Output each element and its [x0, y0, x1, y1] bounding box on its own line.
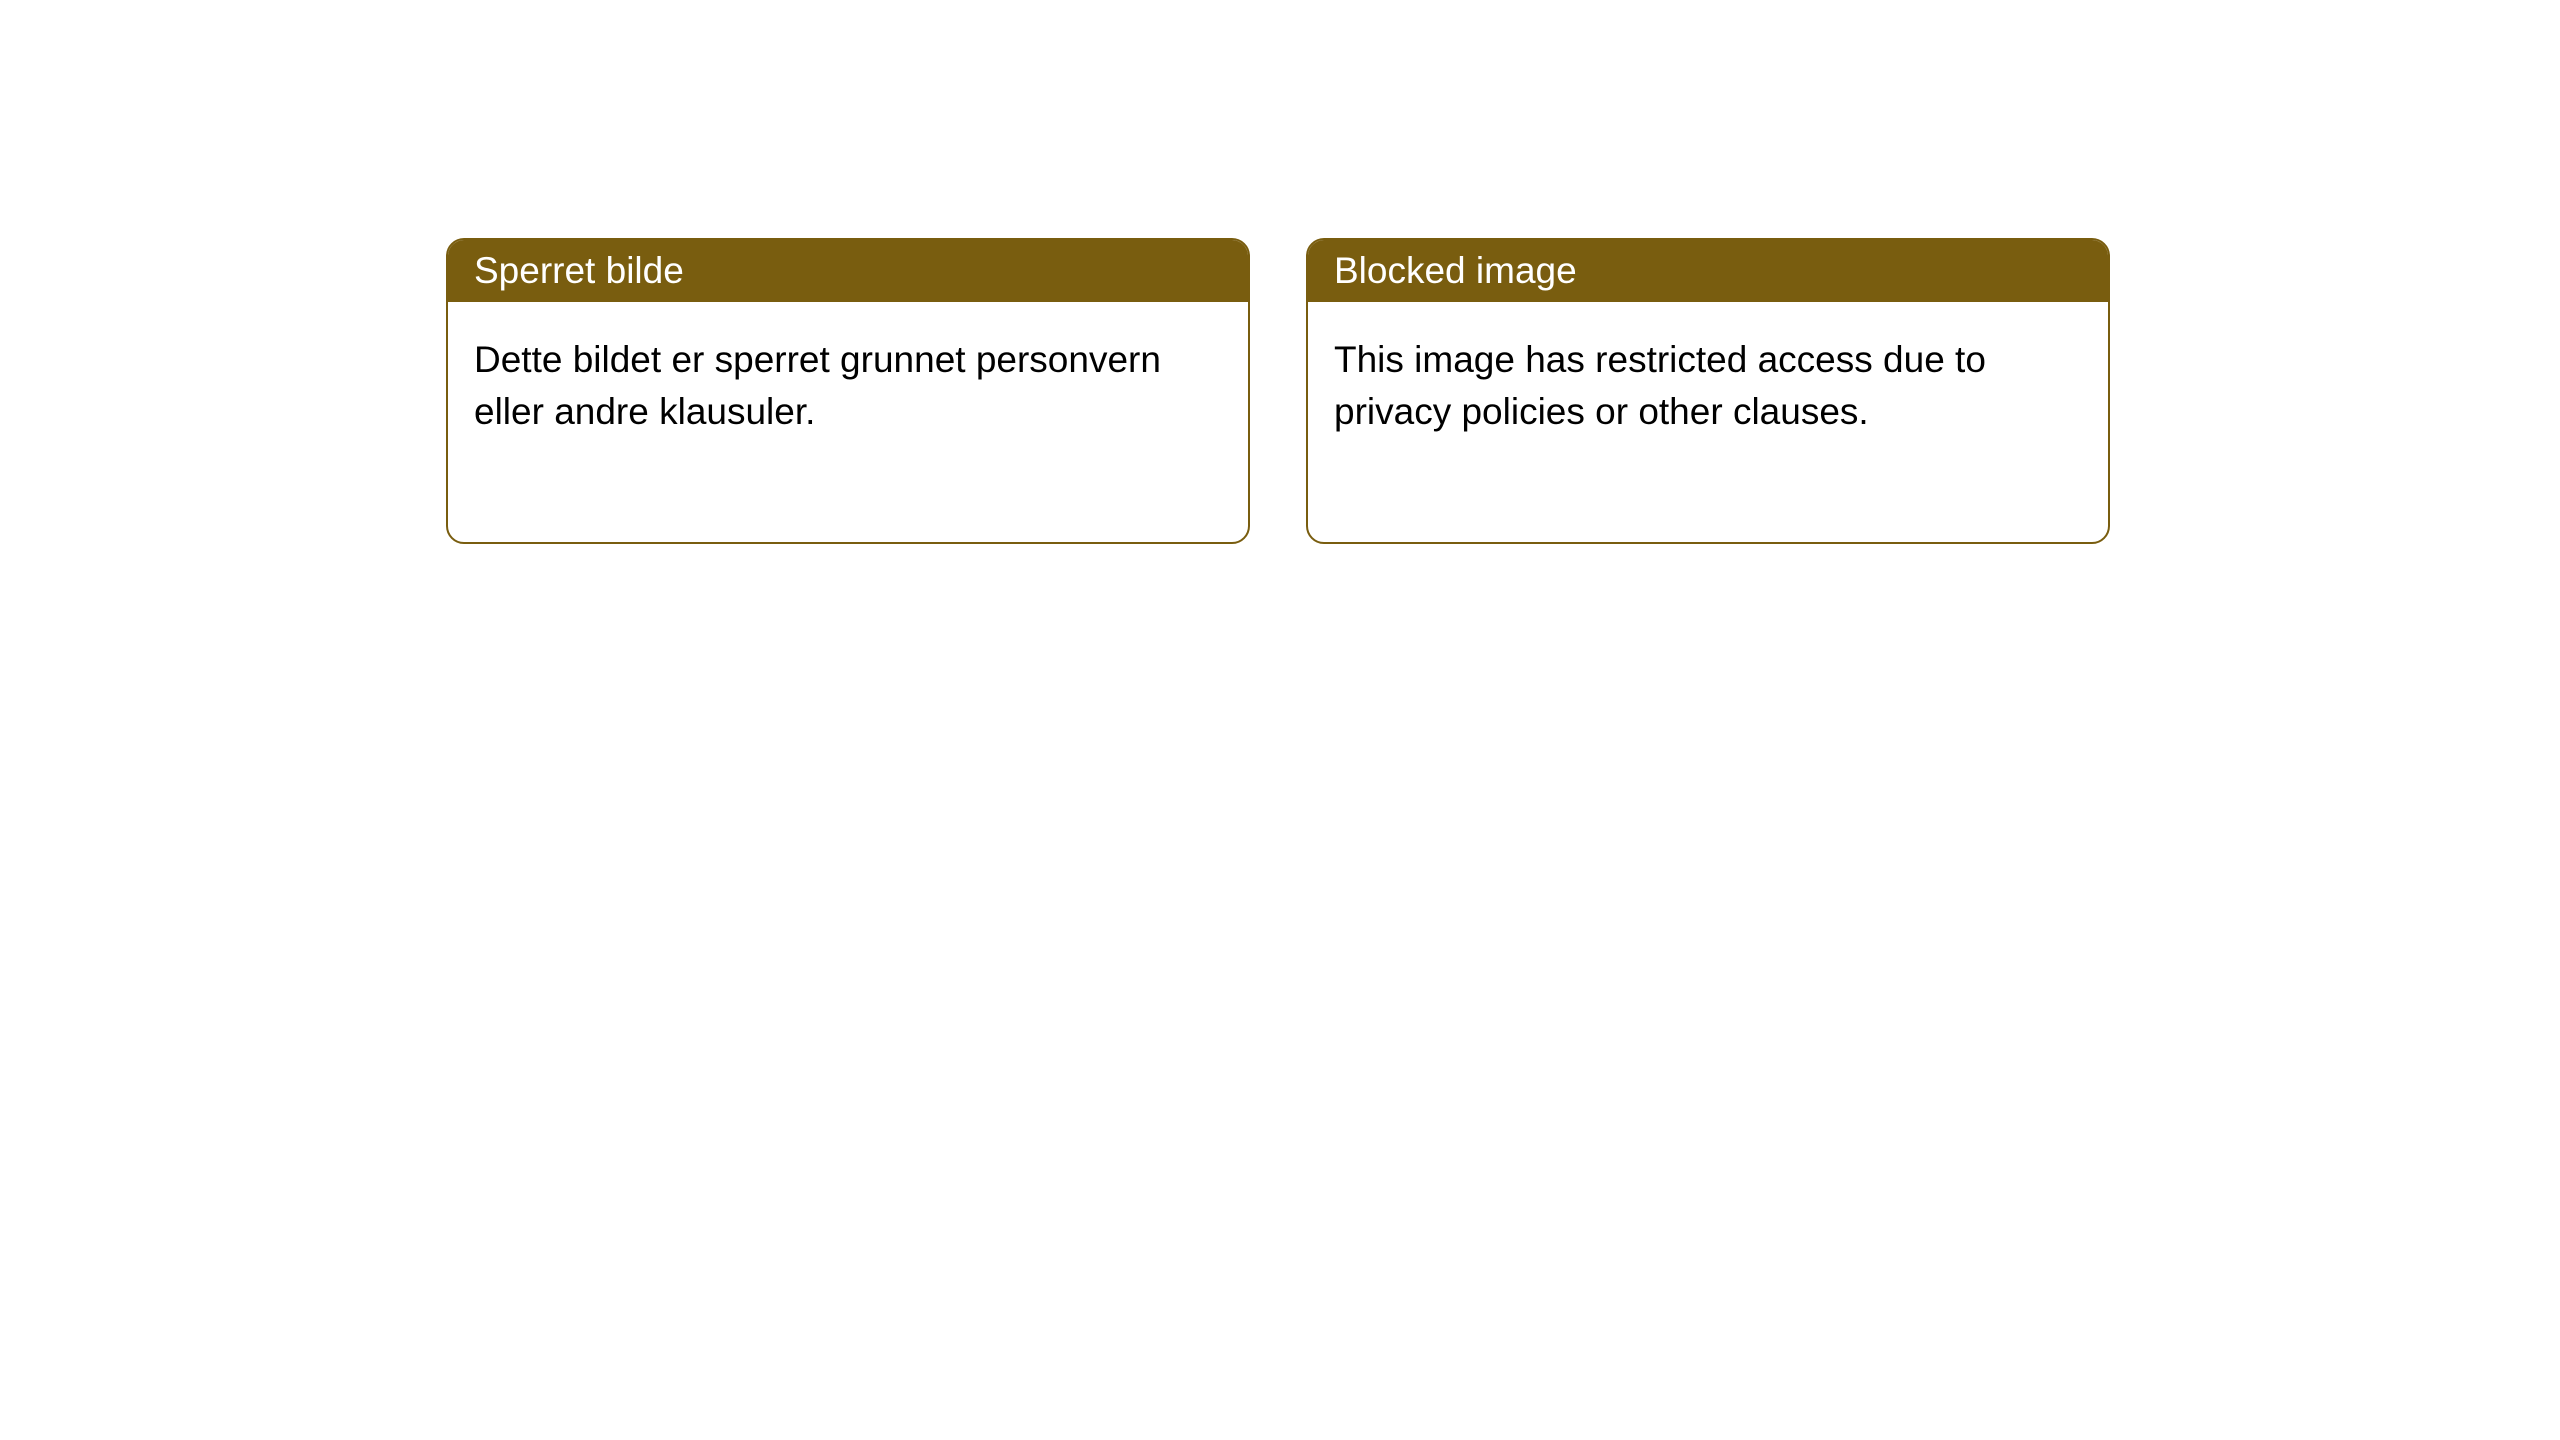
- card-title-english: Blocked image: [1308, 240, 2108, 302]
- card-title-norwegian: Sperret bilde: [448, 240, 1248, 302]
- card-body-english: This image has restricted access due to …: [1308, 302, 2108, 542]
- card-body-norwegian: Dette bildet er sperret grunnet personve…: [448, 302, 1248, 542]
- notice-card-english: Blocked image This image has restricted …: [1306, 238, 2110, 544]
- notice-cards-container: Sperret bilde Dette bildet er sperret gr…: [0, 0, 2560, 544]
- notice-card-norwegian: Sperret bilde Dette bildet er sperret gr…: [446, 238, 1250, 544]
